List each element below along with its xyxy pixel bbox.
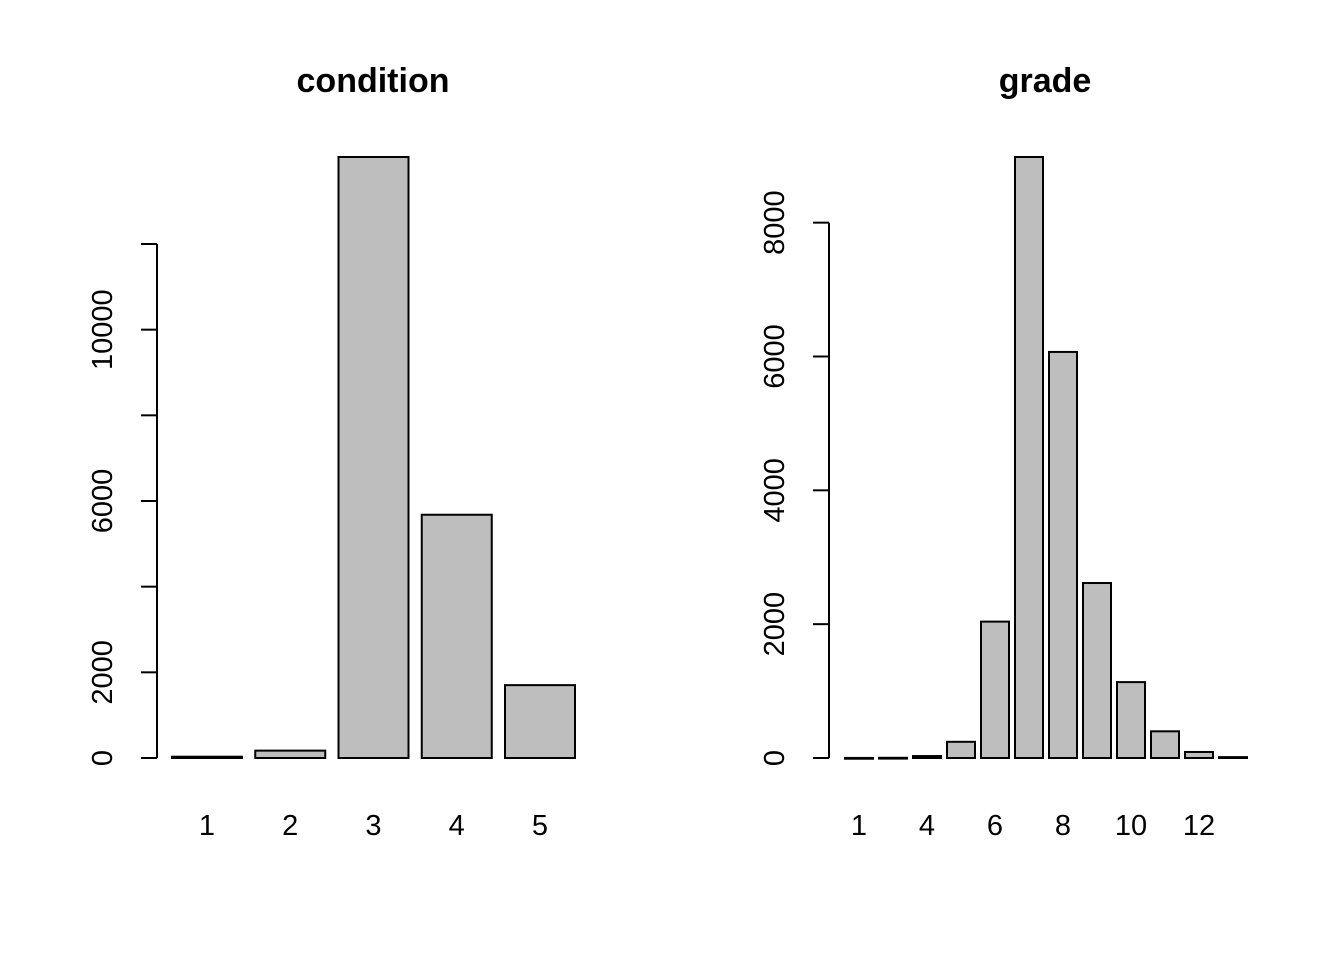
bar — [1150, 730, 1180, 760]
y-tick-label: 6000 — [87, 469, 119, 534]
y-tick-label: 8000 — [759, 190, 791, 255]
x-tick-label: 5 — [532, 810, 548, 842]
bar-series — [844, 156, 1248, 760]
x-tick-label: 12 — [1183, 810, 1215, 842]
bar — [1014, 156, 1044, 759]
bar — [420, 513, 493, 759]
x-tick-label: 4 — [919, 810, 935, 842]
bar — [1218, 756, 1248, 760]
x-tick-label: 2 — [282, 810, 298, 842]
bar — [946, 740, 976, 760]
x-tick-label: 6 — [987, 810, 1003, 842]
y-tick-label: 4000 — [759, 458, 791, 523]
y-tick-label: 0 — [759, 750, 791, 766]
bar — [1116, 681, 1146, 759]
bar — [844, 756, 874, 760]
x-tick-label: 4 — [449, 810, 465, 842]
bar — [337, 156, 410, 759]
bar — [878, 756, 908, 760]
x-tick-labels: 1 2 3 4 5 — [199, 810, 548, 842]
bar — [1048, 350, 1078, 759]
bar — [912, 755, 942, 759]
bar — [171, 755, 243, 759]
chart-title: grade — [999, 62, 1092, 100]
x-tick-label: 1 — [851, 810, 867, 842]
bar — [1082, 582, 1112, 759]
y-tick-label: 6000 — [759, 324, 791, 389]
x-tick-label: 1 — [199, 810, 215, 842]
bar — [1184, 750, 1214, 760]
y-axis: 0 2000 4000 6000 8000 — [759, 190, 830, 766]
grade-chart-panel: grade 0 2000 4000 6000 8000 1 4 6 8 10 12 — [759, 62, 1248, 842]
y-axis: 0 2000 6000 10000 — [87, 242, 158, 766]
x-tick-label: 3 — [365, 810, 381, 842]
x-tick-labels: 1 4 6 8 10 12 — [851, 810, 1215, 842]
bar-series — [171, 156, 576, 760]
condition-chart-panel: condition 0 2000 6000 10000 1 2 3 4 5 — [87, 62, 576, 842]
chart-title: condition — [297, 62, 450, 100]
y-tick-label: 10000 — [87, 289, 119, 370]
y-tick-label: 2000 — [759, 592, 791, 657]
bar — [504, 684, 576, 759]
bar — [254, 749, 327, 760]
x-tick-label: 10 — [1115, 810, 1147, 842]
y-tick-label: 2000 — [87, 640, 119, 705]
bar — [980, 620, 1010, 759]
x-tick-label: 8 — [1055, 810, 1071, 842]
y-tick-label: 0 — [87, 750, 119, 766]
